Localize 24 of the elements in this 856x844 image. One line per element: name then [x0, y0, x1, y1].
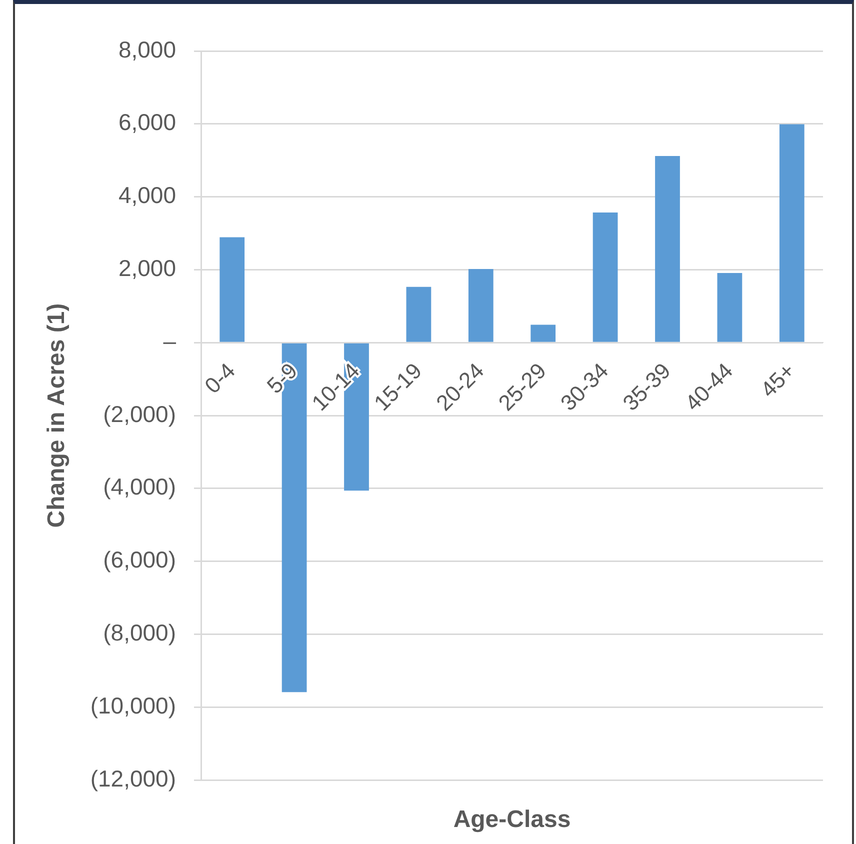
y-tick-label: (6,000): [103, 546, 176, 573]
y-axis-title: Change in Acres (1): [43, 303, 70, 528]
bar: [655, 156, 680, 342]
x-tick-label: 0-4: [200, 358, 240, 398]
y-tick-label: (10,000): [90, 692, 176, 718]
bar: [717, 272, 742, 342]
x-tick-label: 5-9: [262, 358, 302, 398]
y-tick-label: (8,000): [103, 620, 176, 646]
y-tick-label: (4,000): [103, 474, 176, 500]
x-tick-label: 45+: [756, 358, 800, 402]
y-tick-label: (12,000): [90, 765, 176, 792]
y-tick-label: (2,000): [103, 400, 176, 427]
bar: [779, 124, 804, 342]
y-tick-label: 6,000: [118, 109, 176, 136]
x-axis-title: Age-Class: [452, 806, 572, 834]
bar: [592, 212, 618, 342]
bar: [530, 324, 556, 342]
y-tick-label: 8,000: [118, 36, 176, 62]
bar: [220, 237, 245, 342]
y-tick-label: –: [163, 328, 176, 354]
bar: [468, 268, 494, 342]
bar: [406, 286, 432, 342]
y-tick-label: 2,000: [118, 255, 176, 282]
y-tick-label: 4,000: [118, 182, 176, 208]
